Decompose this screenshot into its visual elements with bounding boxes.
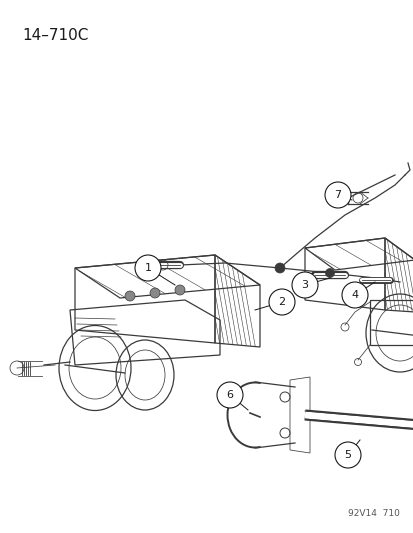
Circle shape bbox=[274, 263, 284, 273]
Circle shape bbox=[216, 382, 242, 408]
Text: 1: 1 bbox=[144, 263, 151, 273]
Text: 14–710C: 14–710C bbox=[22, 28, 88, 43]
Text: 2: 2 bbox=[278, 297, 285, 307]
Text: 4: 4 bbox=[351, 290, 358, 300]
Circle shape bbox=[135, 255, 161, 281]
Text: 5: 5 bbox=[344, 450, 351, 460]
Text: 3: 3 bbox=[301, 280, 308, 290]
Circle shape bbox=[268, 289, 294, 315]
Circle shape bbox=[125, 291, 135, 301]
Circle shape bbox=[150, 288, 159, 298]
Circle shape bbox=[325, 269, 334, 278]
Text: 92V14  710: 92V14 710 bbox=[347, 509, 399, 518]
Text: 7: 7 bbox=[334, 190, 341, 200]
Text: 6: 6 bbox=[226, 390, 233, 400]
Circle shape bbox=[341, 282, 367, 308]
Circle shape bbox=[291, 272, 317, 298]
Circle shape bbox=[175, 285, 185, 295]
Circle shape bbox=[334, 442, 360, 468]
Circle shape bbox=[324, 182, 350, 208]
